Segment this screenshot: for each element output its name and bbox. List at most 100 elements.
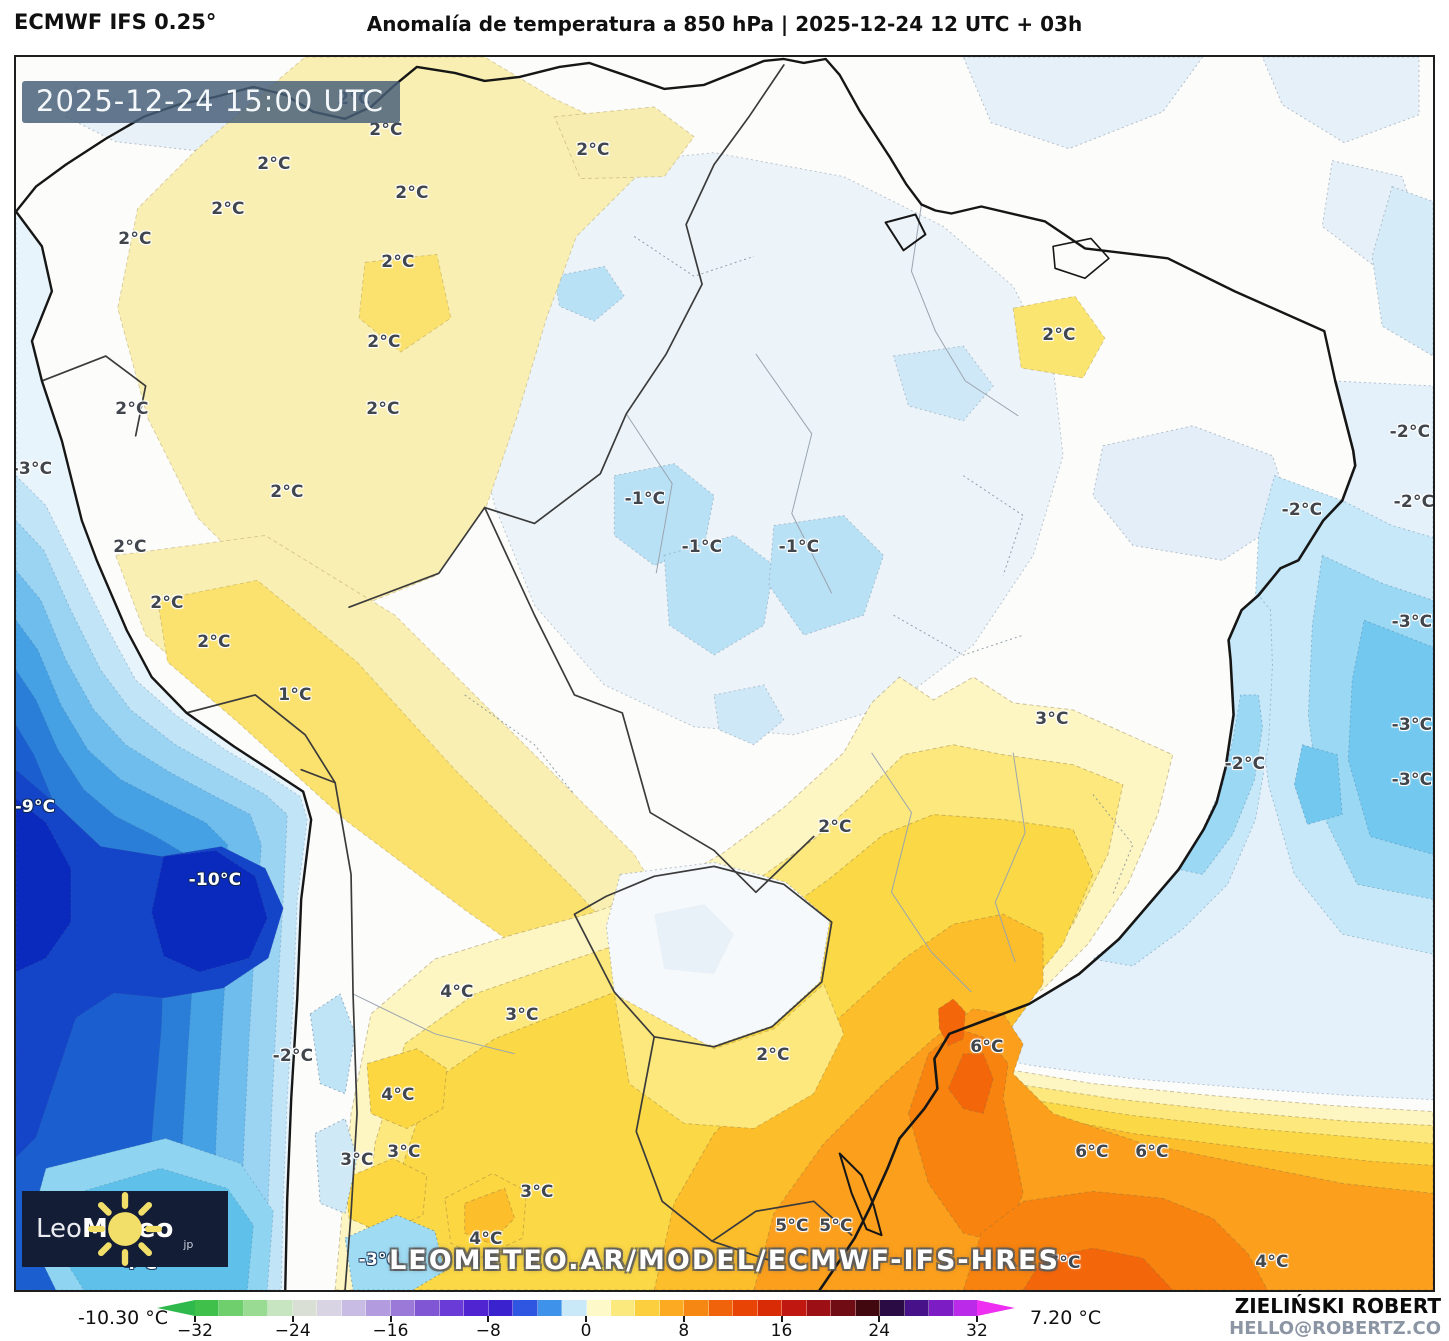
colorbar-segment — [586, 1300, 611, 1316]
map-temp-label: 2°C — [369, 120, 403, 140]
contour-lines — [464, 236, 1134, 895]
anomaly-field-paraguay — [605, 861, 845, 1129]
map-temp-label: -2°C — [1281, 500, 1323, 520]
colorbar-segment — [513, 1300, 538, 1316]
country-borders — [41, 64, 853, 1290]
map-label-layer: 2°C 2°C 2°C 2°C 2°C 2°C 2°C 2°C 2°C 2°C 2°C 2°C -2°C… — [16, 57, 1433, 1290]
colorbar-left-arrow — [157, 1300, 195, 1316]
timestamp-overlay: 2025-12-24 15:00 UTC — [22, 81, 401, 123]
map-temp-label: 2°C — [818, 817, 852, 837]
colorbar-segment — [317, 1300, 342, 1316]
map-temp-label: -1°C — [624, 489, 666, 509]
colorbar-tick — [291, 1316, 294, 1322]
anomaly-field-north-atlantic — [65, 57, 1433, 561]
credit-name: ZIELIŃSKI ROBERT — [1234, 1294, 1441, 1318]
colorbar-tick — [194, 1316, 196, 1322]
map-temp-label: 2°C — [366, 399, 400, 419]
colorbar-tick — [389, 1316, 392, 1322]
colorbar-tick-label: 16 — [770, 1321, 793, 1341]
map-temp-label: 7°C — [1047, 1253, 1081, 1273]
anomaly-field-andes-cold — [309, 993, 446, 1290]
colorbar-segment — [390, 1300, 416, 1316]
colorbar-segment — [904, 1300, 930, 1316]
colorbar-tick-label: −8 — [475, 1321, 501, 1341]
leometeo-logo: LeoMeteo jp — [22, 1191, 228, 1267]
anomaly-field-southeast-warm — [334, 676, 1433, 1290]
model-label: ECMWF IFS 0.25° — [14, 10, 217, 34]
colorbar-segment — [219, 1300, 244, 1316]
map-temp-label: 2°C — [381, 252, 415, 272]
colorbar-tick-label: 0 — [580, 1321, 592, 1341]
colorbar-segment — [733, 1300, 758, 1316]
colorbar-tick-label: −32 — [177, 1321, 213, 1341]
colorbar-segment — [464, 1300, 489, 1316]
map-temp-label: 5°C — [819, 1216, 853, 1236]
map-temp-label: 2°C — [1042, 325, 1076, 345]
colorbar-segment — [782, 1300, 807, 1316]
map-temp-label: 4°C — [440, 982, 474, 1002]
colorbar-segment — [195, 1300, 220, 1316]
colorbar-segment — [880, 1300, 905, 1316]
map-temp-label: 2°C — [118, 229, 152, 249]
map-temp-label: -1°C — [681, 537, 723, 557]
map-temp-label: 2°C — [395, 183, 429, 203]
map-temp-label: -10°C — [188, 870, 242, 890]
map-temp-label: -1°C — [778, 537, 820, 557]
map-temp-label: 4°C — [381, 1085, 415, 1105]
map-temp-label: 3°C — [387, 1142, 421, 1162]
colorbar-segment — [855, 1300, 881, 1316]
colorbar-segment — [366, 1300, 391, 1316]
anomaly-field-northwest-warm — [115, 57, 1106, 1015]
colorbar-tick-label: −16 — [372, 1321, 409, 1341]
colorbar-max-value: 7.20 °C — [1030, 1307, 1102, 1329]
map-temp-label: 1°C — [278, 685, 312, 705]
colorbar-segment — [292, 1300, 318, 1316]
colorbar-segment — [757, 1300, 783, 1316]
colorbar-segment — [659, 1300, 685, 1316]
colorbar-segment — [562, 1300, 587, 1316]
colorbar-min-value: -10.30 °C — [78, 1307, 169, 1329]
map-temp-label: -3°C — [1391, 612, 1433, 632]
map-temp-label: 2°C — [115, 399, 149, 419]
colorbar-right-arrow — [977, 1300, 1015, 1316]
weather-map: 2°C 2°C 2°C 2°C 2°C 2°C 2°C 2°C 2°C 2°C 2°C 2°C -2°C… — [14, 55, 1435, 1292]
colorbar-segment — [341, 1300, 367, 1316]
map-temp-label: 2°C — [257, 154, 291, 174]
map-temp-label: 4°C — [1255, 1252, 1289, 1272]
colorbar-tick — [682, 1316, 685, 1322]
map-temp-label: 2°C — [113, 537, 147, 557]
colorbar-segment — [806, 1300, 832, 1316]
map-temp-label: 2°C — [197, 632, 231, 652]
map-temp-label: 2°C — [211, 199, 245, 219]
map-temp-label: 3°C — [505, 1005, 539, 1025]
map-temp-label: 6°C — [1075, 1142, 1109, 1162]
colorbar-tick — [487, 1316, 490, 1322]
map-temp-label: -2°C — [1389, 422, 1431, 442]
map-temp-label: 4°C — [469, 1229, 503, 1249]
colorbar — [157, 1300, 1015, 1316]
map-temp-label: 3°C — [520, 1182, 554, 1202]
colorbar-segment — [708, 1300, 734, 1316]
colorbar-tick-label: 24 — [868, 1321, 891, 1341]
map-temp-label: -9°C — [14, 797, 56, 817]
map-temp-label: 6°C — [970, 1037, 1004, 1057]
logo-suffix: jp — [183, 1238, 194, 1251]
map-temp-label: 6°C — [1135, 1142, 1169, 1162]
watermark: LEOMETEO.AR/MODEL/ECMWF-IFS-HRES — [389, 1245, 1060, 1276]
colorbar-segment — [415, 1300, 440, 1316]
colorbar-segment — [268, 1300, 293, 1316]
map-temp-label: 2°C — [576, 140, 610, 160]
colorbar-segments — [195, 1300, 977, 1316]
map-temp-label: -2°C — [1393, 492, 1435, 512]
colorbar-segment — [953, 1300, 977, 1316]
anomaly-field-central — [450, 152, 1064, 746]
map-temp-label: 2°C — [367, 332, 401, 352]
colorbar-segment — [929, 1300, 954, 1316]
map-temp-label: 2°C — [756, 1045, 790, 1065]
colorbar-segment — [635, 1300, 660, 1316]
anomaly-field-atlantic-cold — [953, 380, 1433, 1101]
colorbar-segment — [831, 1300, 856, 1316]
page-title: Anomalía de temperatura a 850 hPa | 2025… — [366, 12, 1083, 36]
map-temp-label: -3°C — [358, 1250, 400, 1270]
colorbar-tick-label: −24 — [274, 1321, 311, 1341]
